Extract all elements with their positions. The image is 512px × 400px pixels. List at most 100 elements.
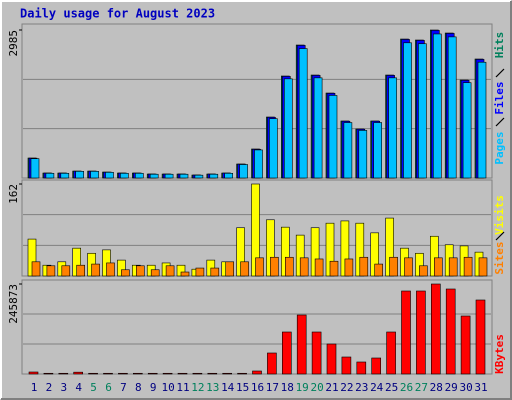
bar xyxy=(475,299,486,375)
x-tick-label: 28 xyxy=(430,381,443,394)
bar xyxy=(149,173,159,179)
bar xyxy=(180,271,190,277)
bar xyxy=(150,269,160,277)
bar xyxy=(341,356,352,375)
bar xyxy=(267,352,277,375)
bar xyxy=(430,283,441,375)
bar xyxy=(283,78,293,179)
bar xyxy=(207,372,218,375)
bar xyxy=(118,372,128,375)
bar xyxy=(388,77,397,179)
bar xyxy=(432,33,442,179)
bar xyxy=(105,171,114,179)
bar xyxy=(88,372,98,375)
x-tick-label: 3 xyxy=(60,381,67,394)
bar xyxy=(106,262,115,277)
y-tick-label: 245873 xyxy=(7,284,20,324)
bar xyxy=(76,264,85,277)
x-tick-label: 27 xyxy=(415,381,428,394)
legend-label: Hits xyxy=(493,32,506,59)
x-tick-label: 25 xyxy=(385,381,398,394)
bar xyxy=(43,372,54,375)
x-tick-label: 6 xyxy=(105,381,112,394)
bar xyxy=(311,331,322,375)
bar xyxy=(30,158,40,179)
legend-label: KBytes xyxy=(493,334,506,374)
x-tick-label: 21 xyxy=(325,381,338,394)
bar xyxy=(284,256,294,277)
x-tick-label: 13 xyxy=(206,381,219,394)
x-tick-label: 5 xyxy=(90,381,97,394)
bar xyxy=(237,372,247,375)
bar xyxy=(91,263,100,277)
bar xyxy=(46,265,56,277)
bar xyxy=(135,172,144,179)
bar xyxy=(445,288,456,375)
bar xyxy=(401,290,411,375)
x-tick-label: 1 xyxy=(31,381,38,394)
bar xyxy=(121,269,130,277)
bar xyxy=(462,82,472,179)
bar xyxy=(28,371,39,375)
bar xyxy=(326,343,337,375)
bar xyxy=(371,357,382,375)
bar xyxy=(31,261,41,277)
bar xyxy=(269,118,278,179)
x-tick-label: 15 xyxy=(236,381,249,394)
bar xyxy=(463,256,473,277)
bar xyxy=(404,257,413,277)
bar xyxy=(58,372,69,375)
legend-label: Files xyxy=(493,81,506,114)
bar xyxy=(329,260,339,277)
legend-separator xyxy=(495,117,505,127)
bar xyxy=(328,95,338,179)
x-tick-label: 23 xyxy=(355,381,368,394)
legend-separator xyxy=(495,68,505,78)
bar xyxy=(136,265,145,277)
x-tick-label: 22 xyxy=(340,381,353,394)
chart-title: Daily usage for August 2023 xyxy=(20,7,215,21)
bar xyxy=(403,42,412,179)
bar xyxy=(281,331,292,375)
bar xyxy=(477,61,487,179)
bar xyxy=(133,372,143,375)
panel xyxy=(21,279,493,375)
bar xyxy=(195,267,205,277)
bar xyxy=(224,172,233,179)
bar xyxy=(374,263,384,277)
bar xyxy=(418,43,427,179)
x-tick-label: 31 xyxy=(474,381,487,394)
legend-label: Pages xyxy=(493,131,506,164)
bar xyxy=(45,172,55,179)
y-tick-label: 2985 xyxy=(7,30,20,57)
x-tick-label: 14 xyxy=(221,381,235,394)
x-tick-label: 12 xyxy=(191,381,204,394)
bar xyxy=(240,261,249,277)
bar xyxy=(359,256,369,277)
bar xyxy=(120,172,129,179)
x-tick-label: 19 xyxy=(296,381,309,394)
x-tick-label: 18 xyxy=(281,381,294,394)
x-tick-label: 26 xyxy=(400,381,413,394)
bar xyxy=(447,36,457,179)
x-tick-label: 10 xyxy=(161,381,174,394)
bar xyxy=(389,256,398,277)
legend-label: Visits xyxy=(493,195,506,235)
bar xyxy=(460,315,471,375)
bar xyxy=(448,257,458,277)
bar xyxy=(252,370,262,375)
bar xyxy=(299,257,309,277)
bar xyxy=(222,372,232,375)
bar xyxy=(314,258,324,277)
x-tick-label: 11 xyxy=(176,381,189,394)
x-tick-label: 9 xyxy=(150,381,157,394)
x-tick-label: 8 xyxy=(135,381,142,394)
bar xyxy=(165,265,175,277)
bar xyxy=(164,173,174,179)
bar xyxy=(343,122,353,179)
bar xyxy=(162,372,173,375)
x-tick-label: 16 xyxy=(251,381,264,394)
